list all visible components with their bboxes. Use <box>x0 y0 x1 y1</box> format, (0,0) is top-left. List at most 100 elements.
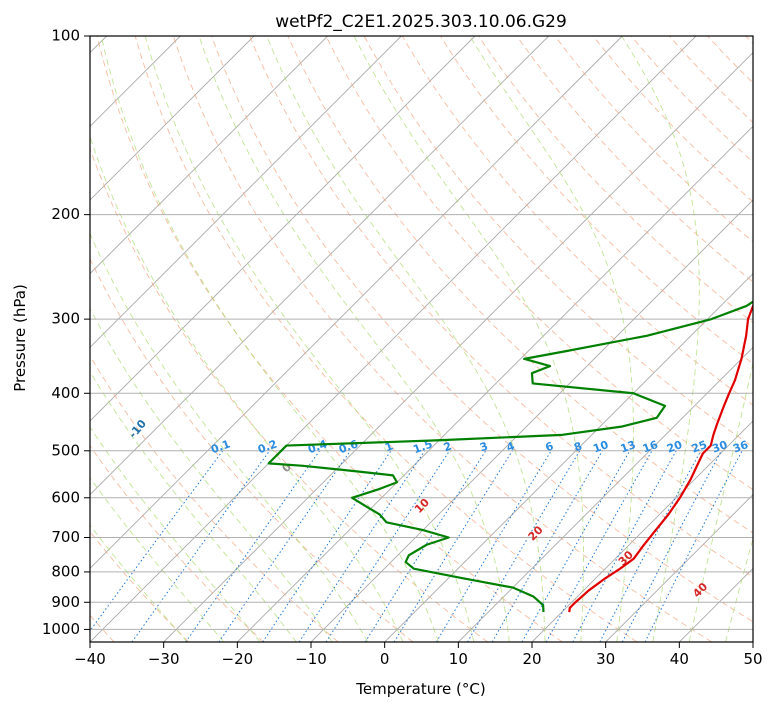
moist-adiabat-label: 0 <box>279 460 294 475</box>
isotherm-line <box>310 199 753 642</box>
moist-adiabat-line <box>621 36 700 642</box>
dry-adiabat-line <box>211 36 753 623</box>
mixing-ratio-label: 30 <box>710 438 729 456</box>
moist-adiabat-line <box>90 524 188 642</box>
pressure-gridlines <box>90 35 753 630</box>
moist-adiabat-label: 20 <box>526 523 546 543</box>
dry-adiabat-line <box>440 36 753 365</box>
isotherm-line <box>605 494 753 642</box>
mixing-ratio-label: 0.1 <box>209 437 232 456</box>
mixing-ratio-label: 16 <box>641 438 660 456</box>
isotherm-line <box>163 52 753 642</box>
y-tick-label: 100 <box>51 27 80 45</box>
dry-adiabat-line <box>96 36 563 642</box>
dry-adiabat-line <box>249 36 753 578</box>
x-tick-label: 30 <box>596 650 615 668</box>
moist-adiabat-line <box>90 476 225 642</box>
isotherm-line <box>90 36 328 275</box>
mixing-ratio-line <box>435 450 552 642</box>
isotherm-line <box>90 36 697 642</box>
mixing-ratio-label: 10 <box>591 438 610 456</box>
moist-adiabat-label: 10 <box>412 496 432 516</box>
dry-adiabat-label: -10 <box>126 417 149 441</box>
dry-adiabat-line <box>516 36 753 283</box>
isotherm-line <box>384 273 753 642</box>
mixing-ratio-line <box>218 450 351 642</box>
x-tick-label: 50 <box>743 650 762 668</box>
mixing-ratio-line <box>131 450 271 642</box>
dry-adiabat-line <box>134 36 638 642</box>
x-tick-label: −20 <box>222 650 254 668</box>
mixing-ratio-line <box>298 450 426 642</box>
dry-adiabat-line <box>554 36 753 243</box>
isotherm-line <box>679 567 753 642</box>
dry-adiabat-line <box>745 36 753 45</box>
y-axis-ticks: 1000 900 800 700 600 500 400 300 200 100 <box>42 27 90 638</box>
y-tick-label: 300 <box>51 310 80 328</box>
y-tick-label: 700 <box>51 528 80 546</box>
dry-adiabat-line <box>90 354 339 642</box>
isotherm-line <box>458 346 753 642</box>
mixing-ratio-label: 8 <box>572 439 584 454</box>
mixing-ratio-label: 13 <box>619 438 638 455</box>
y-tick-label: 200 <box>51 205 80 223</box>
isotherm-line <box>237 125 753 642</box>
plot-frame <box>89 35 754 643</box>
moist-adiabat-line <box>469 36 634 642</box>
mixing-ratio-line <box>644 450 743 642</box>
moist-adiabat-line <box>353 36 584 642</box>
y-tick-label: 900 <box>51 593 80 611</box>
moist-adiabat-line <box>688 360 753 642</box>
x-tick-label: −10 <box>295 650 327 668</box>
mixing-ratio-label: 6 <box>544 439 556 454</box>
isotherm-line <box>90 36 476 422</box>
y-tick-label: 800 <box>51 562 80 580</box>
mixing-ratio-label: 2 <box>442 439 454 454</box>
isotherm-line <box>90 36 255 201</box>
background-lines <box>90 36 753 642</box>
dry-adiabat-line <box>172 36 712 642</box>
dewpoint-profile-line <box>267 300 753 613</box>
profiles <box>267 300 753 613</box>
mixing-ratio-line <box>545 450 653 642</box>
x-tick-label: 0 <box>380 650 390 668</box>
isotherm-line <box>90 36 623 569</box>
mixing-ratio-label: 4 <box>505 439 517 454</box>
dry-adiabat-line <box>90 257 414 642</box>
mixing-ratio-line <box>185 450 320 642</box>
y-tick-label: 400 <box>51 384 80 402</box>
mixing-ratio-line <box>325 450 450 642</box>
mixing-ratio-line <box>521 450 631 642</box>
isotherm-line <box>90 36 402 348</box>
mixing-ratio-label: 36 <box>731 438 750 456</box>
moist-adiabat-line <box>90 232 369 642</box>
mixing-ratio-label: 0.4 <box>306 437 329 456</box>
y-tick-label: 500 <box>51 441 80 459</box>
mixing-ratio-line <box>90 450 224 632</box>
isotherm-line <box>531 420 753 642</box>
y-tick-label: 600 <box>51 488 80 506</box>
x-tick-label: 40 <box>670 650 689 668</box>
x-tick-label: 20 <box>522 650 541 668</box>
moist-adiabat-line <box>90 307 333 642</box>
moist-adiabat-line <box>725 537 753 642</box>
moist-adiabat-line <box>90 426 261 642</box>
dry-adiabat-line <box>90 147 488 642</box>
mixing-ratio-label: 1.5 <box>411 437 434 456</box>
y-tick-label: 1000 <box>42 620 80 638</box>
dry-adiabat-line <box>592 36 753 203</box>
mixing-ratio-line <box>599 450 702 642</box>
x-tick-label: −30 <box>148 650 180 668</box>
mixing-ratio-label: 0.6 <box>337 437 360 456</box>
dry-adiabat-line <box>90 444 264 642</box>
mixing-ratio-label: 0.2 <box>256 437 279 456</box>
dry-adiabat-line <box>325 36 753 491</box>
mixing-ratio-label: 1 <box>383 439 395 454</box>
x-axis-label: Temperature (°C) <box>355 680 485 698</box>
x-tick-label: −40 <box>74 650 106 668</box>
y-axis-label: Pressure (hPa) <box>11 284 29 392</box>
line-labels: -100-90-80-70-60-50-40-30-20-100.10.20.4… <box>126 417 750 600</box>
isotherm-line <box>752 641 753 642</box>
moist-adiabat-line <box>90 135 404 642</box>
